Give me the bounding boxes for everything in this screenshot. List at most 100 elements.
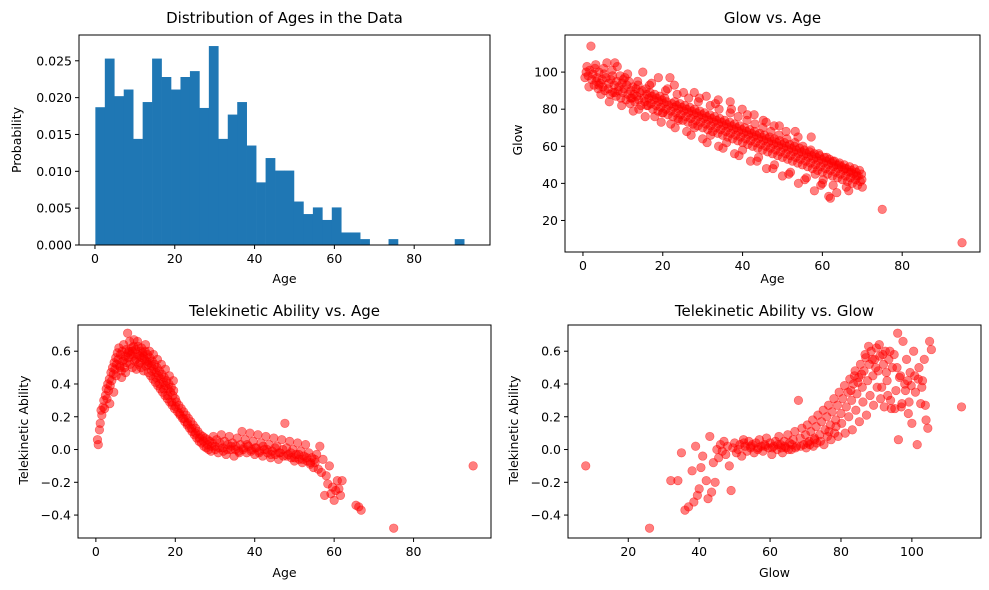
- scatter-point: [919, 354, 929, 365]
- y-tick-label: 100: [534, 65, 558, 80]
- x-tick-label: 80: [406, 251, 422, 266]
- histogram-bar: [142, 102, 153, 245]
- scatter-point: [670, 123, 680, 133]
- scatter-point: [676, 448, 687, 458]
- scatter-point: [844, 186, 854, 196]
- x-tick-label: 0: [579, 258, 587, 273]
- x-tick-label: 60: [762, 544, 778, 559]
- scatter-point: [851, 405, 861, 415]
- histogram-bar: [95, 107, 106, 246]
- x-axis-label: Age: [760, 271, 784, 286]
- scatter-point: [698, 451, 708, 461]
- scatter-point: [389, 523, 399, 533]
- y-tick-label: 0.4: [51, 376, 71, 391]
- histogram-bar: [208, 46, 219, 245]
- scatter-point: [861, 410, 872, 420]
- scatter-point: [904, 397, 914, 407]
- scatter-point: [895, 371, 906, 381]
- histogram-bar: [331, 207, 342, 245]
- scatter-point: [881, 367, 891, 378]
- histogram-bar: [265, 158, 276, 245]
- histogram-bar: [284, 170, 295, 245]
- scatter-point: [721, 449, 731, 460]
- scatter-point: [868, 400, 879, 410]
- scatter-point: [774, 130, 784, 140]
- histogram-bar: [133, 138, 143, 245]
- y-axis-label: Telekinetic Ability: [506, 375, 521, 486]
- scatter-point: [123, 328, 133, 338]
- scatter-point: [956, 402, 967, 412]
- histogram-bar: [199, 107, 210, 245]
- scatter-point: [750, 119, 760, 129]
- scatter-point: [646, 78, 657, 88]
- scatter-point: [644, 523, 655, 533]
- x-tick-label: 40: [691, 544, 707, 559]
- scatter-point: [610, 87, 620, 98]
- scatter-point: [838, 394, 848, 404]
- y-axis-label: Telekinetic Ability: [16, 375, 31, 486]
- scatter-point: [689, 87, 699, 98]
- scatter-point: [831, 421, 841, 432]
- y-ticks: −0.4 −0.2 0.0 0.2 0.4 0.6: [531, 344, 568, 523]
- scatter-point: [893, 435, 904, 445]
- scatter-point: [828, 180, 838, 190]
- scatter-point: [832, 188, 842, 198]
- scatter-point: [874, 340, 884, 350]
- scatter-point: [761, 117, 771, 127]
- y-ticks: 20 40 60 80 100: [534, 65, 565, 228]
- scatter-point: [864, 341, 874, 351]
- histogram-bar: [171, 89, 181, 245]
- scatter-point: [710, 477, 720, 487]
- scatter-point: [93, 440, 103, 450]
- scatter-point: [854, 417, 865, 427]
- scatter-point: [121, 367, 131, 378]
- x-axis-label: Age: [272, 271, 296, 286]
- scatter-point: [768, 163, 778, 174]
- scatter-point: [237, 426, 247, 437]
- scatter-point: [584, 82, 594, 92]
- y-tick-label: −0.2: [531, 475, 561, 490]
- scatter-point: [285, 436, 295, 446]
- scatter-point: [734, 150, 744, 161]
- y-tick-label: 0.025: [36, 53, 72, 68]
- x-tick-label: 40: [247, 251, 263, 266]
- scatter-point: [706, 130, 716, 140]
- scatter-point: [581, 461, 591, 471]
- scatter-point: [877, 204, 887, 214]
- scatter-point: [809, 186, 820, 196]
- scatter-point: [891, 385, 901, 396]
- scatter-point: [882, 376, 892, 386]
- scatter-point: [640, 112, 650, 122]
- y-tick-label: −0.4: [41, 508, 71, 523]
- scatter-point: [690, 123, 700, 133]
- x-axis-label: Glow: [759, 565, 790, 580]
- scatter-point: [607, 71, 618, 81]
- scatter-point: [907, 418, 917, 428]
- histogram-bar: [104, 58, 115, 245]
- scatter-point: [749, 110, 759, 120]
- x-tick-label: 80: [406, 544, 422, 559]
- x-tick-label: 60: [326, 544, 342, 559]
- y-tick-label: 0.020: [36, 90, 72, 105]
- scatter-point: [687, 466, 697, 476]
- y-tick-label: 0.010: [36, 164, 72, 179]
- x-ticks: 0 20 40 60 80: [92, 538, 422, 559]
- scatter-point: [865, 390, 875, 401]
- scatter-point: [893, 328, 903, 338]
- scatter-point: [824, 191, 834, 201]
- scatter-point: [883, 390, 893, 401]
- scatter-point: [612, 61, 622, 72]
- scatter-point: [924, 336, 935, 346]
- histogram-bar: [246, 145, 257, 245]
- scatter-point: [696, 462, 706, 473]
- scatter-point: [752, 156, 762, 166]
- scatter-point: [706, 487, 717, 497]
- scatter-point: [793, 395, 804, 405]
- y-tick-label: 0.0: [541, 442, 561, 457]
- y-tick-label: 0.005: [36, 201, 72, 216]
- x-ticks: 20 40 60 80 100: [620, 538, 924, 559]
- scatter-point: [798, 141, 808, 151]
- scatter-point: [633, 76, 643, 86]
- scatter-point: [827, 407, 837, 417]
